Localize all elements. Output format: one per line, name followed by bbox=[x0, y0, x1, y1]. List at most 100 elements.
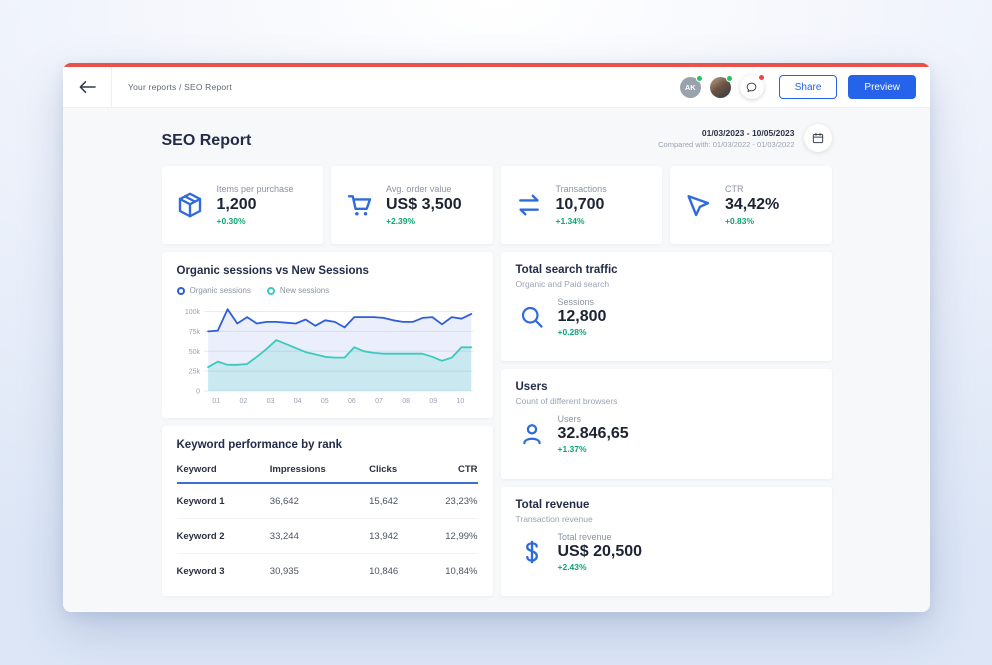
panel-title: Total revenue bbox=[515, 498, 590, 511]
table-title: Keyword performance by rank bbox=[176, 439, 343, 451]
column-header-impressions: Impressions bbox=[269, 464, 326, 475]
svg-text:03: 03 bbox=[266, 398, 274, 405]
cell-clicks: 10,846 bbox=[369, 566, 399, 577]
column-header-clicks: Clicks bbox=[369, 464, 398, 475]
date-widget: 01/03/2023 - 10/05/2023 Compared with: 0… bbox=[658, 124, 832, 152]
left-column: Organic sessions vs New Sessions Organic… bbox=[161, 252, 493, 596]
kpi-value: US$ 3,500 bbox=[386, 196, 462, 213]
column-header-ctr: CTR bbox=[457, 464, 478, 475]
metric-label: Total revenue bbox=[557, 531, 612, 542]
column-header-keyword: Keyword bbox=[176, 464, 217, 475]
chat-button[interactable] bbox=[739, 74, 765, 99]
kpi-label: CTR bbox=[725, 184, 744, 194]
panel-users: Users Count of different browsers Users … bbox=[500, 369, 832, 479]
main-grid: Organic sessions vs New Sessions Organic… bbox=[161, 252, 832, 596]
kpi-change: +2.39% bbox=[386, 216, 416, 226]
sessions-chart: 0 25k 50k 75k 100k 01 02 03 04 05 06 07 08 09 10 bbox=[184, 308, 474, 405]
back-arrow-icon bbox=[79, 81, 96, 93]
svg-text:06: 06 bbox=[347, 398, 355, 405]
magnifier-icon bbox=[518, 303, 546, 331]
transfer-arrows-icon bbox=[514, 190, 544, 220]
table-row: Keyword 2 33,244 13,942 12,99% bbox=[176, 518, 478, 554]
report-header: SEO Report 01/03/2023 - 10/05/2023 Compa… bbox=[162, 124, 832, 152]
panel-subtitle: Organic and Paid search bbox=[515, 279, 610, 289]
share-button[interactable]: Share bbox=[778, 75, 838, 99]
online-status-dot bbox=[725, 74, 733, 82]
kpi-card-avg-order-value: Avg. order value US$ 3,500 +2.39% bbox=[331, 166, 493, 244]
cell-impressions: 36,642 bbox=[269, 483, 370, 519]
avatar-initials[interactable]: AK bbox=[679, 74, 703, 98]
cell-keyword: Keyword 2 bbox=[176, 518, 270, 554]
metric-change: +1.37% bbox=[557, 444, 587, 455]
calendar-icon bbox=[812, 132, 823, 144]
kpi-label: Transactions bbox=[555, 184, 607, 194]
legend-label: New sessions bbox=[279, 286, 330, 295]
metric-value: 12,800 bbox=[557, 308, 607, 325]
kpi-change: +1.34% bbox=[555, 216, 585, 226]
chart-title: Organic sessions vs New Sessions bbox=[176, 265, 369, 277]
table-header-row: Keyword Impressions Clicks CTR bbox=[176, 455, 478, 483]
cursor-icon bbox=[683, 190, 713, 220]
notification-dot bbox=[757, 74, 765, 81]
cart-icon bbox=[344, 190, 374, 220]
svg-text:100k: 100k bbox=[184, 309, 200, 316]
panel-total-revenue: Total revenue Transaction revenue Total … bbox=[500, 486, 832, 596]
svg-text:25k: 25k bbox=[188, 369, 200, 376]
svg-text:01: 01 bbox=[212, 398, 220, 405]
table-row: Keyword 1 36,642 15,642 23,23% bbox=[176, 483, 478, 519]
legend-marker-teal bbox=[266, 286, 275, 295]
kpi-card-transactions: Transactions 10,700 +1.34% bbox=[500, 166, 662, 244]
metric-value: US$ 20,500 bbox=[557, 542, 643, 560]
right-column: Total search traffic Organic and Paid se… bbox=[500, 252, 832, 596]
panel-subtitle: Count of different browsers bbox=[515, 396, 618, 407]
date-range[interactable]: 01/03/2023 - 10/05/2023 bbox=[701, 127, 795, 138]
chart-legend: Organic sessions New sessions bbox=[176, 286, 478, 295]
svg-text:02: 02 bbox=[239, 398, 247, 405]
svg-text:07: 07 bbox=[375, 398, 383, 405]
kpi-change: +0.30% bbox=[216, 216, 246, 226]
svg-text:04: 04 bbox=[293, 398, 301, 405]
legend-item-new-sessions: New sessions bbox=[266, 286, 330, 295]
dollar-icon bbox=[518, 538, 546, 566]
user-icon bbox=[518, 420, 546, 448]
avatar-photo[interactable] bbox=[709, 74, 733, 98]
topbar-actions: AK Share Preview bbox=[679, 74, 930, 99]
page-title: SEO Report bbox=[161, 132, 252, 149]
calendar-button[interactable] bbox=[803, 124, 832, 152]
svg-text:0: 0 bbox=[196, 389, 200, 396]
kpi-value: 1,200 bbox=[216, 196, 257, 213]
keyword-table-card: Keyword performance by rank Keyword Impr… bbox=[161, 426, 493, 596]
package-icon bbox=[175, 190, 205, 220]
kpi-label: Avg. order value bbox=[386, 184, 452, 194]
svg-text:10: 10 bbox=[456, 398, 464, 405]
cell-ctr: 10,84% bbox=[445, 566, 478, 577]
compared-with: Compared with: 01/03/2022 - 01/03/2022 bbox=[658, 139, 795, 149]
back-button[interactable] bbox=[63, 67, 112, 107]
kpi-row: Items per purchase 1,200 +0.30% Avg. ord… bbox=[161, 166, 832, 244]
kpi-value: 10,700 bbox=[555, 196, 605, 213]
cell-keyword: Keyword 1 bbox=[176, 483, 270, 519]
panel-title: Users bbox=[515, 381, 548, 394]
svg-text:75k: 75k bbox=[188, 329, 200, 336]
svg-text:08: 08 bbox=[402, 398, 410, 405]
legend-marker-blue bbox=[176, 286, 185, 295]
avatar-initials-label: AK bbox=[684, 82, 696, 92]
cell-ctr: 12,99% bbox=[432, 518, 478, 554]
legend-label: Organic sessions bbox=[189, 286, 251, 295]
cell-ctr: 23,23% bbox=[432, 483, 478, 519]
svg-text:05: 05 bbox=[320, 398, 328, 405]
panel-title: Total search traffic bbox=[515, 264, 618, 276]
chat-bubble-icon bbox=[746, 82, 757, 92]
metric-label: Sessions bbox=[557, 297, 595, 307]
breadcrumb[interactable]: Your reports / SEO Report bbox=[128, 82, 232, 92]
svg-text:09: 09 bbox=[429, 398, 437, 405]
metric-value: 32.846,65 bbox=[557, 425, 629, 443]
kpi-change: +0.83% bbox=[725, 216, 755, 226]
online-status-dot bbox=[695, 74, 703, 82]
kpi-card-items-per-purchase: Items per purchase 1,200 +0.30% bbox=[161, 166, 323, 244]
cell-impressions: 30,935 bbox=[269, 566, 299, 577]
preview-button[interactable]: Preview bbox=[848, 75, 916, 99]
keyword-table: Keyword Impressions Clicks CTR Keyword 1… bbox=[176, 455, 478, 588]
panel-total-search-traffic: Total search traffic Organic and Paid se… bbox=[500, 252, 832, 362]
panel-subtitle: Transaction revenue bbox=[515, 513, 593, 524]
